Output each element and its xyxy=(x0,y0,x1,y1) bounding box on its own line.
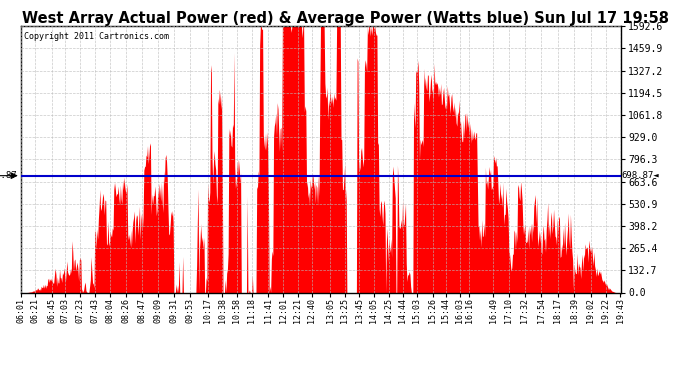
Text: Copyright 2011 Cartronics.com: Copyright 2011 Cartronics.com xyxy=(23,32,168,40)
Text: West Array Actual Power (red) & Average Power (Watts blue) Sun Jul 17 19:58: West Array Actual Power (red) & Average … xyxy=(21,11,669,26)
Text: ►698.87: ►698.87 xyxy=(0,171,18,180)
Text: 698.87◄: 698.87◄ xyxy=(621,171,659,180)
